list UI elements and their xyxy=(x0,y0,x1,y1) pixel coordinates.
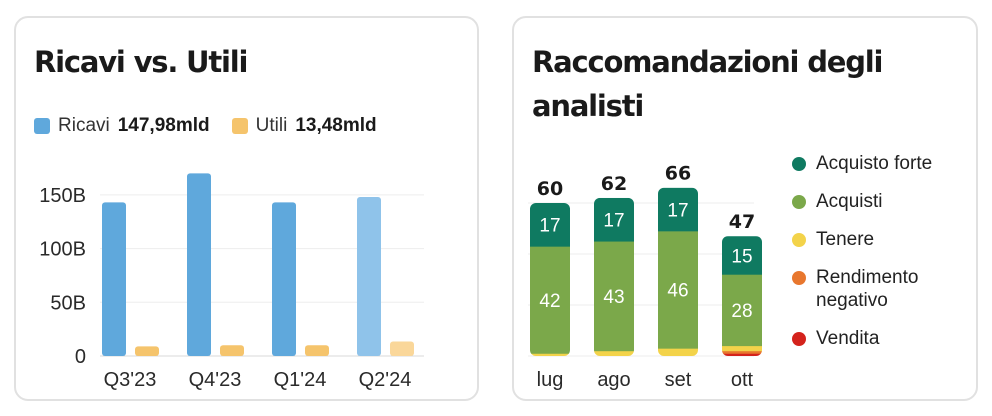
total-label: 62 xyxy=(601,173,627,195)
x-tick-label: Q1'24 xyxy=(274,369,327,391)
x-tick-label: ott xyxy=(731,369,754,391)
legend-item-vendita: Vendita xyxy=(792,327,977,350)
segment-tenere xyxy=(530,353,570,356)
segment-acquisto-forte xyxy=(594,197,634,242)
segment-label: 17 xyxy=(667,200,688,221)
legend-swatch-utili xyxy=(231,118,248,134)
segment-label: 43 xyxy=(603,287,624,308)
analyst-recommendations-chart: 42 17 60 lug 43 17 62 ago 46 17 66 set 28 15 47 ott xyxy=(528,163,762,391)
total-label: 60 xyxy=(537,178,563,200)
segment-label: 17 xyxy=(603,211,624,232)
y-tick-label: 100B xyxy=(39,239,86,261)
bar-ricavi xyxy=(187,173,211,356)
segment-tenere xyxy=(594,350,634,356)
legend-dot-vendita xyxy=(792,332,806,346)
legend-value-ricavi: 147,98mld xyxy=(117,115,210,136)
segment-acquisto-forte xyxy=(722,236,762,275)
stacked-bar-ott xyxy=(722,236,762,356)
bar-utili xyxy=(305,345,329,356)
segment-label: 17 xyxy=(539,216,560,237)
analyst-recommendations-title: Raccomandazioni degli analisti xyxy=(532,45,883,123)
legend-label-acquisti: Acquisti xyxy=(816,191,883,212)
revenue-earnings-card: Ricavi vs. Utili Ricavi 147,98mld Utili … xyxy=(14,16,479,401)
x-tick-label: set xyxy=(665,369,692,391)
legend-dot-tenere xyxy=(792,233,806,247)
y-tick-label: 150B xyxy=(39,185,86,207)
bar-utili xyxy=(220,345,244,356)
revenue-earnings-legend: Ricavi 147,98mld Utili 13,48mld xyxy=(34,115,399,137)
legend-dot-acquisti xyxy=(792,195,806,209)
segment-acquisti xyxy=(594,241,634,352)
legend-dot-rendimento-negativo xyxy=(792,271,806,285)
x-tick-label: Q3'23 xyxy=(104,369,157,391)
segment-tenere xyxy=(658,348,698,356)
y-tick-label: 0 xyxy=(75,346,86,368)
segment-acquisti xyxy=(722,274,762,347)
stacked-bar-lug xyxy=(530,203,570,356)
bar-ricavi xyxy=(357,197,381,356)
legend-label-rendimento-negativo: Rendimento negativo xyxy=(816,267,919,311)
bar-ricavi xyxy=(102,202,126,356)
segment-tenere xyxy=(722,345,762,352)
segment-acquisti xyxy=(530,246,570,354)
legend-item-acquisto-forte: Acquisto forte xyxy=(792,152,977,175)
legend-value-utili: 13,48mld xyxy=(295,115,377,136)
segment-label: 46 xyxy=(667,281,688,302)
segment-acquisti xyxy=(658,231,698,349)
analyst-recommendations-card: Raccomandazioni degli analisti 42 17 60 lug… xyxy=(512,16,978,401)
revenue-earnings-title: Ricavi vs. Utili xyxy=(34,45,248,79)
x-tick-label: Q2'24 xyxy=(359,369,412,391)
legend-item-acquisti: Acquisti xyxy=(792,190,977,213)
segment-label: 15 xyxy=(731,246,752,267)
segment-label: 28 xyxy=(731,301,752,322)
x-tick-label: lug xyxy=(537,369,564,391)
bar-ricavi xyxy=(272,202,296,356)
legend-label-tenere: Tenere xyxy=(816,229,875,250)
x-tick-label: Q4'23 xyxy=(189,369,242,391)
segment-acquisto-forte xyxy=(658,187,698,232)
legend-item-rendimento-negativo: Rendimento negativo xyxy=(792,266,977,312)
legend-dot-acquisto-forte xyxy=(792,157,806,171)
recommendations-legend: Acquisto forte Acquisti Tenere Rendiment… xyxy=(792,152,977,365)
y-tick-label: 50B xyxy=(50,292,86,314)
bar-utili xyxy=(135,346,159,356)
segment-acquisto-forte xyxy=(530,203,570,247)
legend-label-acquisto-forte: Acquisto forte xyxy=(816,153,933,174)
bar-utili xyxy=(390,341,414,356)
legend-label-utili: Utili xyxy=(255,115,288,136)
stacked-bar-set xyxy=(658,187,698,356)
total-label: 47 xyxy=(729,211,755,233)
stacked-bar-ago xyxy=(594,197,634,356)
legend-label-vendita: Vendita xyxy=(816,328,880,349)
revenue-earnings-chart: 0 50B 100B 150B Q3'23 Q4'23 Q1'24 Q2'24 xyxy=(39,173,424,391)
legend-label-ricavi: Ricavi xyxy=(58,115,110,136)
total-label: 66 xyxy=(665,163,691,185)
segment-vendita xyxy=(722,353,762,356)
segment-rendimento-negativo xyxy=(722,350,762,354)
x-tick-label: ago xyxy=(597,369,630,391)
segment-label: 42 xyxy=(539,291,560,312)
legend-swatch-ricavi xyxy=(34,118,50,134)
legend-item-tenere: Tenere xyxy=(792,228,977,251)
